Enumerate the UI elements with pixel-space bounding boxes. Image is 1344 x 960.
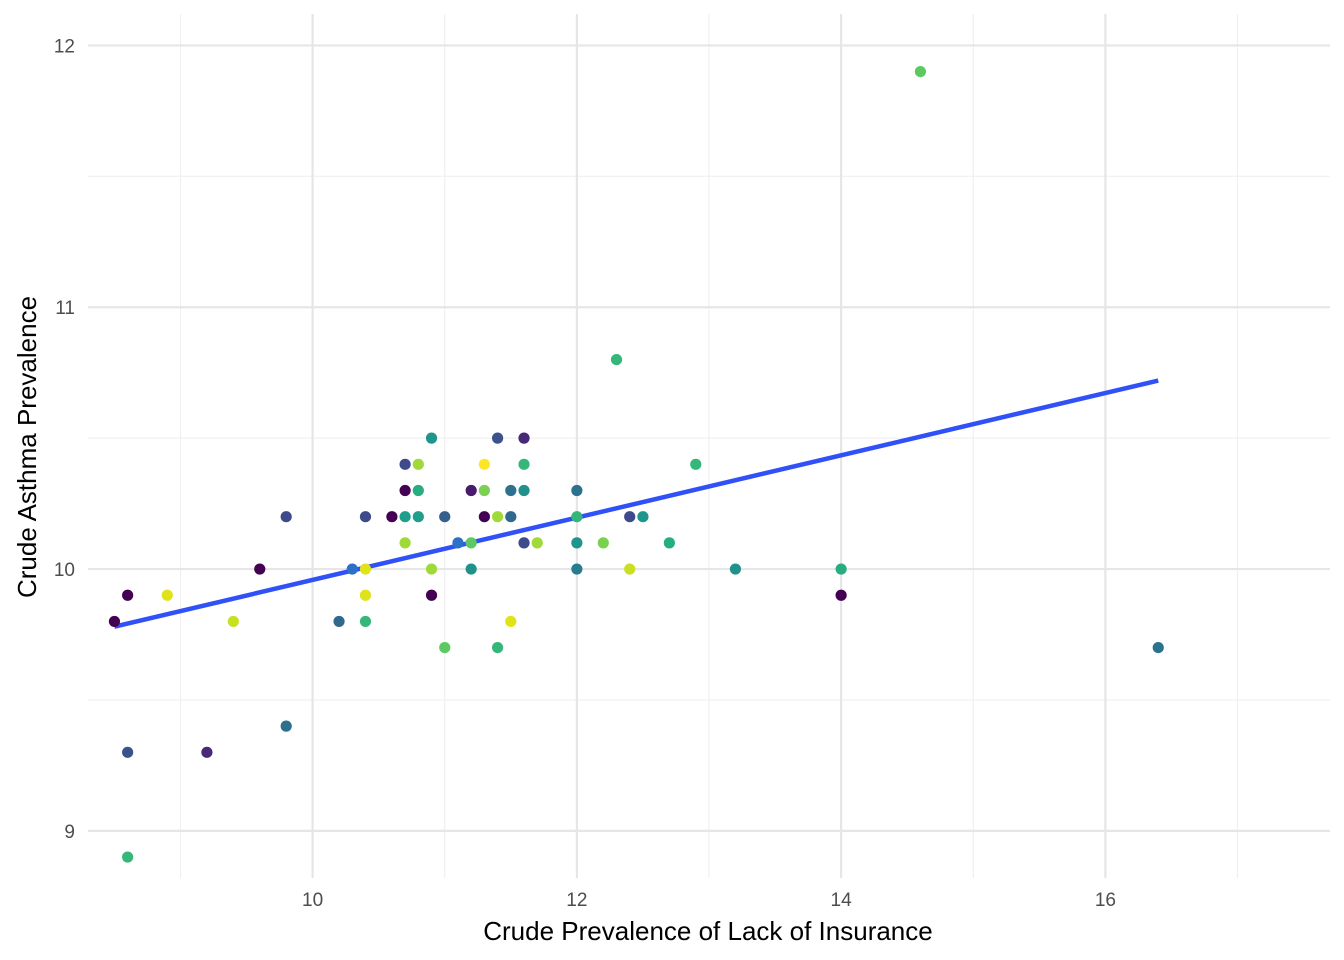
data-point [505,615,517,628]
data-point [518,458,530,470]
y-tick-label: 11 [55,298,75,319]
data-point [465,484,477,497]
x-tick-label: 16 [1095,890,1116,911]
data-point [637,511,649,523]
data-point [465,563,477,575]
data-point [465,537,477,549]
data-point [412,458,424,470]
data-point [452,537,464,549]
data-point [254,563,266,575]
data-point [478,484,490,497]
major-gridlines [88,14,1330,878]
data-point [227,615,239,628]
data-point [399,511,411,523]
data-point [624,563,636,575]
data-point [571,511,583,523]
data-point [439,642,451,654]
data-point [597,537,609,549]
data-point [280,720,292,732]
data-point [914,66,927,78]
data-point [729,563,742,575]
data-point [425,563,438,575]
data-point [491,511,504,523]
data-point [1152,642,1164,654]
data-point [359,563,372,575]
data-point [491,432,504,444]
data-point [518,484,530,497]
x-tick-label: 12 [566,890,587,911]
data-point [624,511,636,523]
data-point [835,563,847,575]
data-point [399,484,411,497]
y-tick-label: 9 [64,822,75,843]
trend-line-layer [113,378,1159,629]
data-point [122,589,134,601]
data-point [439,511,451,523]
x-tick-label: 10 [302,890,323,911]
x-axis-title: Crude Prevalence of Lack of Insurance [483,916,932,946]
data-point [571,563,583,575]
data-point [386,511,398,523]
data-point [505,484,517,497]
data-point [531,537,543,549]
data-point [425,589,438,601]
data-point [122,746,134,758]
data-point [161,589,173,601]
data-point [491,642,504,654]
data-point [478,511,490,523]
data-point [518,537,530,549]
data-point [359,511,372,523]
data-point [518,432,530,444]
data-point [690,458,702,470]
data-point [571,484,583,497]
data-point [412,511,424,523]
data-point [663,537,675,549]
data-points [108,66,1164,863]
data-point [478,458,490,470]
data-point [280,511,292,523]
data-point [333,615,345,628]
data-point [122,851,134,863]
data-point [346,563,358,575]
y-tick-label: 10 [54,560,75,581]
data-point [201,746,213,758]
minor-gridlines [88,14,1330,878]
trend-line [113,378,1159,629]
y-tick-label: 12 [54,36,75,57]
data-point [505,511,517,523]
data-point [835,589,847,601]
data-point [359,589,372,601]
x-tick-labels: 10 12 14 16 [302,890,1116,911]
data-point [412,484,424,497]
data-point [610,354,623,366]
data-point [571,537,583,549]
data-point [399,537,411,549]
data-point [108,615,121,628]
data-point [425,432,438,444]
y-tick-labels: 9 10 11 12 [54,36,75,842]
data-point [359,615,372,628]
data-point [399,458,411,470]
y-axis-title: Crude Asthma Prevalence [12,296,42,598]
x-tick-label: 14 [831,890,853,911]
